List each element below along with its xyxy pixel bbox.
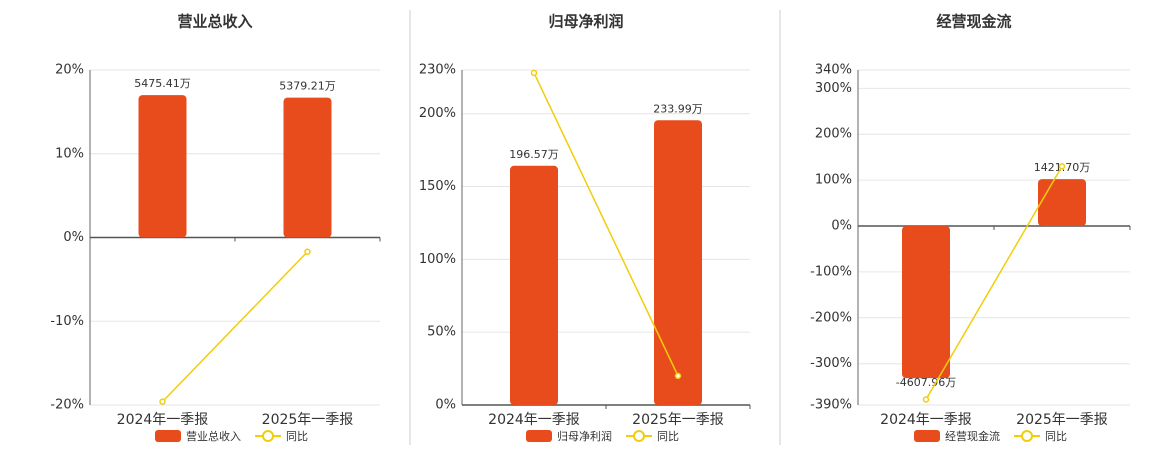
- y-tick-label: 10%: [55, 146, 84, 161]
- x-tick-label: 2024年一季报: [117, 412, 209, 428]
- bar: [1038, 179, 1086, 227]
- data-label: 5475.41万: [134, 77, 191, 90]
- y-tick-label: -390%: [810, 398, 852, 413]
- y-tick-label: 50%: [427, 325, 456, 340]
- data-label: 196.57万: [509, 148, 559, 161]
- legend-label: 归母净利润: [557, 429, 612, 443]
- line-point: [922, 396, 930, 403]
- y-tick-label: 20%: [55, 63, 84, 78]
- legend-swatch: [526, 430, 552, 442]
- legend-marker: [1021, 430, 1033, 442]
- legend-swatch: [914, 430, 940, 442]
- y-tick-label: 340%: [815, 63, 852, 78]
- line-point: [159, 398, 166, 405]
- chart-title: 经营现金流: [936, 13, 1011, 31]
- y-tick-label: 200%: [419, 106, 456, 121]
- y-tick-label: 100%: [815, 173, 852, 188]
- bar: [510, 165, 558, 405]
- chart-title: 归母净利润: [548, 13, 623, 31]
- line: [533, 72, 679, 377]
- y-tick-label: -10%: [50, 314, 84, 329]
- data-label: 5379.21万: [279, 80, 336, 93]
- y-tick-label: 150%: [419, 179, 456, 194]
- legend-swatch: [155, 430, 181, 442]
- x-tick-label: 2025年一季报: [1016, 412, 1108, 428]
- y-tick-label: 0%: [435, 398, 456, 413]
- legend-label: 营业总收入: [186, 429, 241, 443]
- y-tick-label: -200%: [810, 310, 852, 325]
- line-point: [304, 248, 311, 255]
- y-tick-label: 0%: [831, 219, 852, 234]
- line: [161, 251, 309, 403]
- x-tick-label: 2024年一季报: [488, 412, 580, 428]
- bar: [138, 95, 187, 238]
- y-tick-label: 300%: [815, 81, 852, 96]
- x-tick-label: 2024年一季报: [880, 412, 972, 428]
- bar: [654, 120, 702, 405]
- y-tick-label: -20%: [50, 398, 84, 413]
- y-tick-label: 230%: [419, 63, 456, 78]
- line: [925, 165, 1063, 400]
- legend-marker: [262, 430, 274, 442]
- data-label: -4607.96万: [896, 376, 956, 389]
- bar: [902, 226, 950, 379]
- x-tick-label: 2025年一季报: [632, 412, 724, 428]
- line-point: [1058, 163, 1066, 170]
- legend-marker: [633, 430, 645, 442]
- y-tick-label: -100%: [810, 264, 852, 279]
- x-tick-label: 2025年一季报: [262, 412, 354, 428]
- legend-label: 同比: [1045, 430, 1067, 443]
- line-point: [674, 372, 682, 380]
- legend-label: 同比: [286, 430, 308, 443]
- y-tick-label: -300%: [810, 356, 852, 371]
- legend-label: 经营现金流: [945, 429, 1000, 443]
- data-label: 233.99万: [653, 102, 703, 115]
- bar: [283, 97, 332, 238]
- y-tick-label: 0%: [63, 230, 84, 245]
- y-tick-label: 200%: [815, 127, 852, 142]
- y-tick-label: 100%: [419, 252, 456, 267]
- legend-label: 同比: [657, 430, 679, 443]
- line-point: [530, 69, 538, 77]
- chart-title: 营业总收入: [177, 13, 252, 31]
